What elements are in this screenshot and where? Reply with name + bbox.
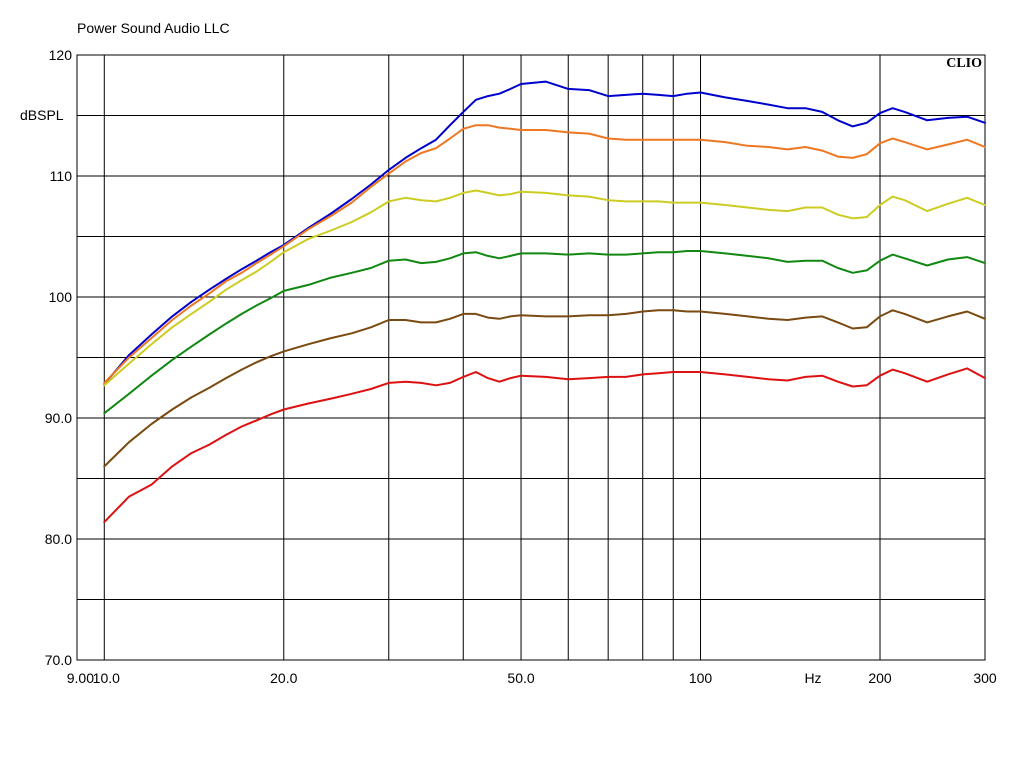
x-axis-label: Hz (804, 670, 821, 686)
series-line-6 (103, 367, 986, 524)
x-tick-label: 9.00 (67, 670, 94, 686)
series-line-2 (103, 124, 986, 384)
series-line-1 (103, 80, 986, 386)
x-tick-label: 50.0 (507, 670, 534, 686)
y-tick-label: 70.0 (45, 652, 72, 668)
label-layer: Power Sound Audio LLC CLIO dBSPL Hz 120 1… (20, 20, 997, 686)
x-tick-label: 100 (689, 670, 713, 686)
chart-title: Power Sound Audio LLC (77, 20, 230, 36)
y-tick-label: 80.0 (45, 531, 72, 547)
x-tick-label: 300 (973, 670, 997, 686)
y-axis-label: dBSPL (20, 107, 64, 123)
plot-frame (76, 54, 986, 661)
series-layer (103, 80, 986, 524)
series-line-5 (103, 309, 986, 468)
series-line-3 (103, 189, 986, 387)
brand-logo: CLIO (946, 56, 982, 71)
y-tick-label: 120 (49, 47, 73, 63)
series-line-4 (103, 250, 986, 415)
y-tick-label: 110 (50, 168, 73, 184)
x-tick-label: 200 (868, 670, 892, 686)
y-tick-label: 90.0 (45, 410, 72, 426)
y-tick-label: 100 (49, 289, 73, 305)
x-tick-label: 10.0 (93, 670, 120, 686)
x-tick-label: 20.0 (270, 670, 297, 686)
grid-layer (77, 55, 985, 660)
